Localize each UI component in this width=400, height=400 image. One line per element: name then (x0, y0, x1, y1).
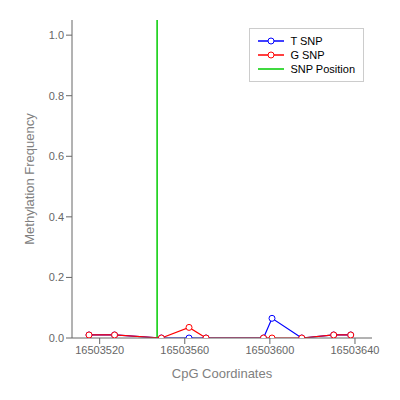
svg-text:16503640: 16503640 (331, 344, 380, 356)
html-text:SNP Position: SNP Position (290, 63, 355, 75)
svg-text:1.0: 1.0 (49, 29, 64, 41)
svg-text:0.4: 0.4 (49, 211, 64, 223)
svg-text:16503520: 16503520 (75, 344, 124, 356)
svg-text:0.8: 0.8 (49, 90, 64, 102)
svg-text:16503560: 16503560 (160, 344, 209, 356)
svg-text:CpG Coordinates: CpG Coordinates (172, 366, 273, 381)
html-text:G SNP: G SNP (290, 49, 325, 61)
svg-text:0.2: 0.2 (49, 271, 64, 283)
html-text:T SNP: T SNP (290, 35, 323, 47)
svg-text:16503600: 16503600 (245, 344, 294, 356)
svg-text:0.0: 0.0 (49, 332, 64, 344)
svg-text:0.6: 0.6 (49, 150, 64, 162)
svg-text:Methylation Frequency: Methylation Frequency (22, 113, 37, 245)
